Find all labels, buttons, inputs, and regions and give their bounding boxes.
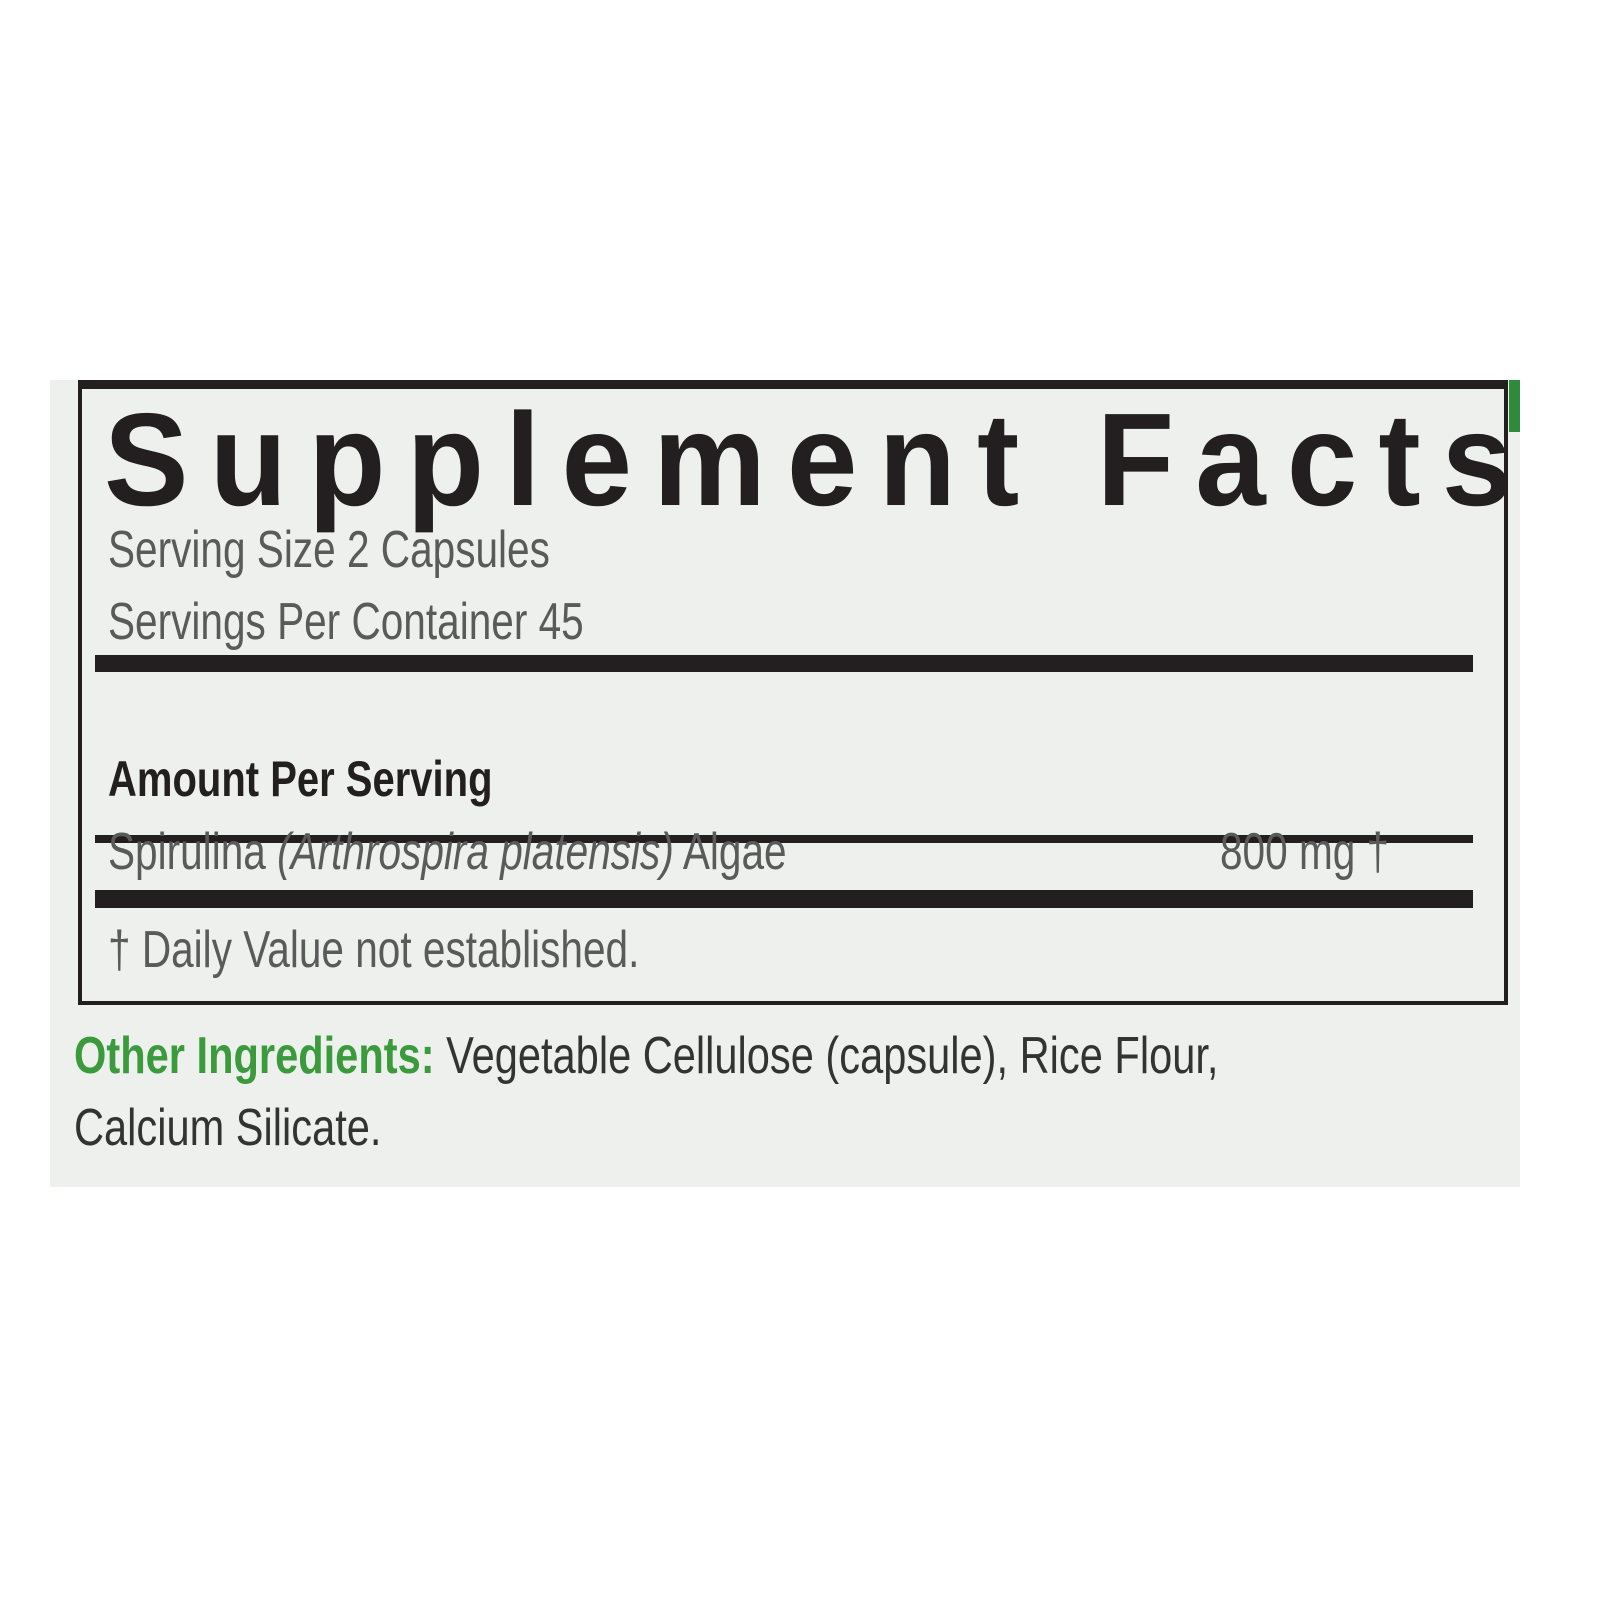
amount-per-serving-header: Amount Per Serving [108, 751, 493, 807]
serving-size: Serving Size 2 Capsules [108, 521, 550, 579]
other-ingredients: Other Ingredients: Vegetable Cellulose (… [74, 1026, 1218, 1086]
ingredient-amount: 800 mg † [1220, 823, 1390, 881]
panel-title: Supplement Facts [104, 386, 1534, 533]
other-ingredients-line2: Calcium Silicate. [74, 1099, 382, 1157]
footnote: † Daily Value not established. [108, 921, 640, 979]
other-ingredients-heading: Other Ingredients: [74, 1027, 435, 1085]
thick-divider [95, 655, 1473, 672]
green-edge-stripe [1509, 380, 1520, 432]
ingredient-latin-name: (Arthrospira platensis) [277, 823, 674, 881]
ingredient-common-name: Spirulina [108, 823, 278, 881]
thick-divider [95, 890, 1473, 908]
supplement-facts-panel [78, 380, 1508, 1005]
other-ingredients-line1: Vegetable Cellulose (capsule), Rice Flou… [434, 1027, 1219, 1085]
ingredient-name: Spirulina (Arthrospira platensis) Algae [108, 822, 787, 882]
ingredient-suffix: Algae [673, 823, 787, 881]
thin-divider [95, 835, 1473, 843]
label-background [50, 380, 1520, 1187]
servings-per-container: Servings Per Container 45 [108, 593, 584, 651]
